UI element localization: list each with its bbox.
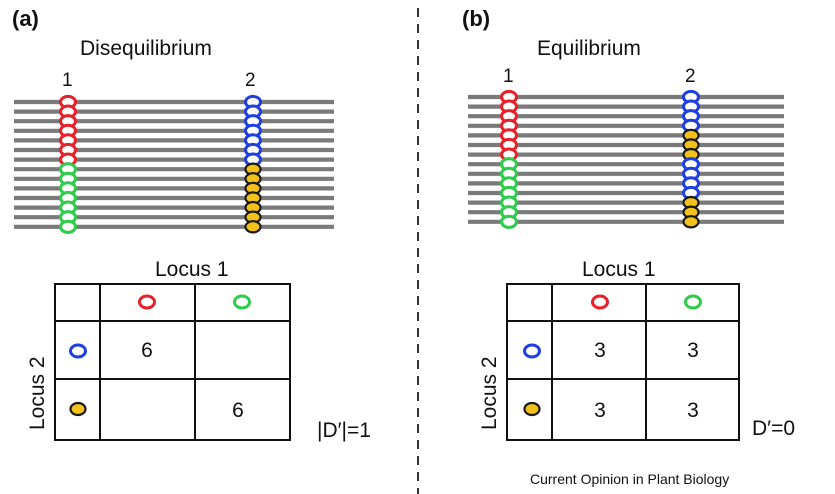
cell-yellow-green: 3 <box>687 399 699 422</box>
locus-2-label: 2 <box>245 70 256 91</box>
cell-yellow-red: 3 <box>594 399 606 422</box>
locus-1-allele-green <box>59 219 77 234</box>
locus-2-allele-yellow <box>682 215 700 229</box>
allele-icon-yellow <box>69 401 87 417</box>
cell-blue-green: 3 <box>687 339 699 362</box>
allele-icon-red <box>591 294 609 310</box>
panel-label: (b) <box>462 6 490 31</box>
d-prime-statistic: |D′|=1 <box>317 419 371 442</box>
locus-1-label: 1 <box>503 66 514 87</box>
locus-1-axis-title: Locus 1 <box>582 258 656 281</box>
locus-2-label: 2 <box>685 66 696 87</box>
contingency-table <box>506 283 740 441</box>
chromosome-lines <box>468 94 784 224</box>
locus-2-axis-title: Locus 2 <box>478 356 501 430</box>
locus-2-axis-title: Locus 2 <box>26 356 49 430</box>
contingency-table <box>54 283 291 441</box>
panel-equilibrium: (b) Equilibrium 1 2 Locus 1 Locus 2 3 3 … <box>462 6 795 441</box>
cell-blue-red: 6 <box>141 339 153 362</box>
panel-title: Equilibrium <box>537 37 641 60</box>
allele-icon-green <box>684 294 702 310</box>
locus-1-label: 1 <box>62 70 73 91</box>
cell-yellow-green: 6 <box>232 399 244 422</box>
table-allele-icons <box>69 294 251 417</box>
allele-icon-blue <box>523 343 541 359</box>
d-prime-statistic: D′=0 <box>752 417 795 440</box>
allele-icon-yellow <box>523 401 541 417</box>
locus-1-allele-green <box>500 214 518 229</box>
allele-icon-blue <box>69 343 87 359</box>
locus-1-axis-title: Locus 1 <box>155 258 229 281</box>
cell-blue-red: 3 <box>594 339 606 362</box>
allele-markers <box>59 94 262 234</box>
locus-2-allele-yellow <box>244 220 262 234</box>
table-allele-icons <box>523 294 702 417</box>
allele-markers <box>500 89 700 229</box>
allele-icon-red <box>138 294 156 310</box>
panel-title: Disequilibrium <box>80 37 212 60</box>
panel-disequilibrium: (a) Disequilibrium 1 2 Locus 1 Locus 2 6… <box>12 6 371 442</box>
allele-icon-green <box>233 294 251 310</box>
panel-label: (a) <box>12 6 39 31</box>
source-credit: Current Opinion in Plant Biology <box>530 471 729 487</box>
